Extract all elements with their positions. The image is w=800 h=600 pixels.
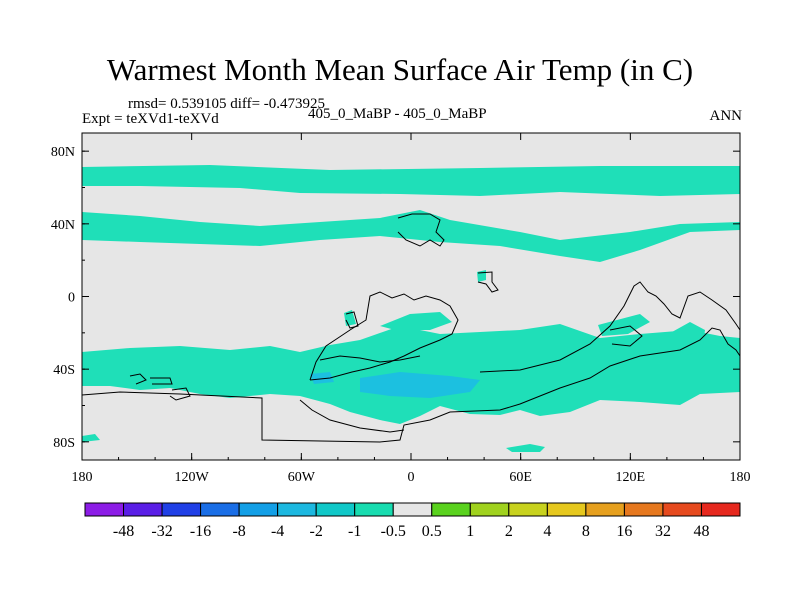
colorbar-label: 4 xyxy=(543,523,551,540)
colorbar-swatch xyxy=(700,502,741,517)
colorbar-label: -4 xyxy=(271,523,284,540)
coastline xyxy=(397,213,445,247)
coastlines xyxy=(81,213,741,443)
coastline xyxy=(477,271,499,293)
colorbar-swatch xyxy=(200,502,240,517)
anomaly-region xyxy=(598,314,650,336)
colorbar-label: -1 xyxy=(348,523,361,540)
strong-anomaly-region xyxy=(360,372,480,398)
colorbar-swatch xyxy=(469,502,510,517)
period-text: 405_0_MaBP - 405_0_MaBP xyxy=(308,106,487,122)
colorbar: -48 -32 -16 -8 -4 -2 -1 -0.5 0.5 1 2 4 8 16 32 48 xyxy=(84,502,741,540)
x-tick-label: 60W xyxy=(288,470,316,485)
colorbar-swatch xyxy=(623,502,664,517)
colorbar-label: 2 xyxy=(505,523,513,540)
colorbar-label: -16 xyxy=(190,523,211,540)
experiment-text: Expt = teXVd1-teXVd xyxy=(82,111,219,127)
colorbar-swatch xyxy=(546,502,587,517)
coastline xyxy=(345,311,359,329)
anomaly-region xyxy=(477,270,486,282)
colorbar-label: 48 xyxy=(693,523,709,540)
x-tick-label: 120E xyxy=(616,470,646,485)
y-tick-label: 40N xyxy=(51,218,75,233)
colorbar-label: -8 xyxy=(232,523,245,540)
colorbar-swatch xyxy=(508,502,548,517)
colorbar-label: 8 xyxy=(582,523,590,540)
anomaly-region xyxy=(82,210,740,262)
map-field xyxy=(82,133,740,460)
x-tick-label: 0 xyxy=(408,470,415,485)
colorbar-swatch xyxy=(315,502,356,517)
x-tick-label: 180 xyxy=(72,470,93,485)
colorbar-swatch xyxy=(392,502,433,517)
colorbar-swatch xyxy=(161,502,202,517)
y-tick-label: 0 xyxy=(68,291,75,306)
colorbar-label: 1 xyxy=(466,523,474,540)
coastline xyxy=(309,291,459,381)
stats-text: rmsd= 0.539105 diff= -0.473925 xyxy=(128,96,326,112)
season-text: ANN xyxy=(709,108,743,124)
colorbar-label: 32 xyxy=(655,523,671,540)
x-tick-label: 60E xyxy=(509,470,532,485)
colorbar-swatch xyxy=(84,502,125,517)
colorbar-swatch xyxy=(238,502,279,517)
colorbar-swatch xyxy=(585,502,625,517)
colorbar-swatch xyxy=(431,502,471,517)
strong-anomaly-region xyxy=(310,372,334,384)
coastline xyxy=(169,387,191,401)
colorbar-swatch xyxy=(354,502,394,517)
coastline xyxy=(299,399,405,433)
colorbar-swatch xyxy=(277,502,317,517)
x-tick-label: 180 xyxy=(730,470,751,485)
anomaly-region xyxy=(82,434,100,442)
y-tick-label: 40S xyxy=(53,363,75,378)
colorbar-label: 16 xyxy=(616,523,632,540)
colorbar-label: -48 xyxy=(113,523,134,540)
coastline xyxy=(319,355,421,363)
anomaly-region xyxy=(672,322,705,355)
colorbar-swatch xyxy=(123,502,163,517)
colorbar-swatch xyxy=(662,502,702,517)
coastline xyxy=(81,327,741,443)
y-tick-label: 80N xyxy=(51,145,75,160)
anomaly-region xyxy=(380,312,452,330)
anomaly-region xyxy=(82,165,740,196)
colorbar-label: 0.5 xyxy=(422,523,442,540)
x-tick-label: 120W xyxy=(175,470,210,485)
coastline xyxy=(609,325,643,347)
colorbar-label: -0.5 xyxy=(381,523,406,540)
colorbar-label: -2 xyxy=(310,523,323,540)
y-tick-label: 80S xyxy=(53,436,75,451)
colorbar-label: -32 xyxy=(151,523,172,540)
coastline xyxy=(150,377,173,385)
chart-title: Warmest Month Mean Surface Air Temp (in … xyxy=(106,52,694,87)
coastline xyxy=(479,281,741,373)
anomaly-region xyxy=(506,444,545,452)
axis-ticks: 180 120W 60W 0 60E 120E 180 80N 40N 0 40S 80S xyxy=(51,133,751,485)
coastline xyxy=(129,373,147,385)
